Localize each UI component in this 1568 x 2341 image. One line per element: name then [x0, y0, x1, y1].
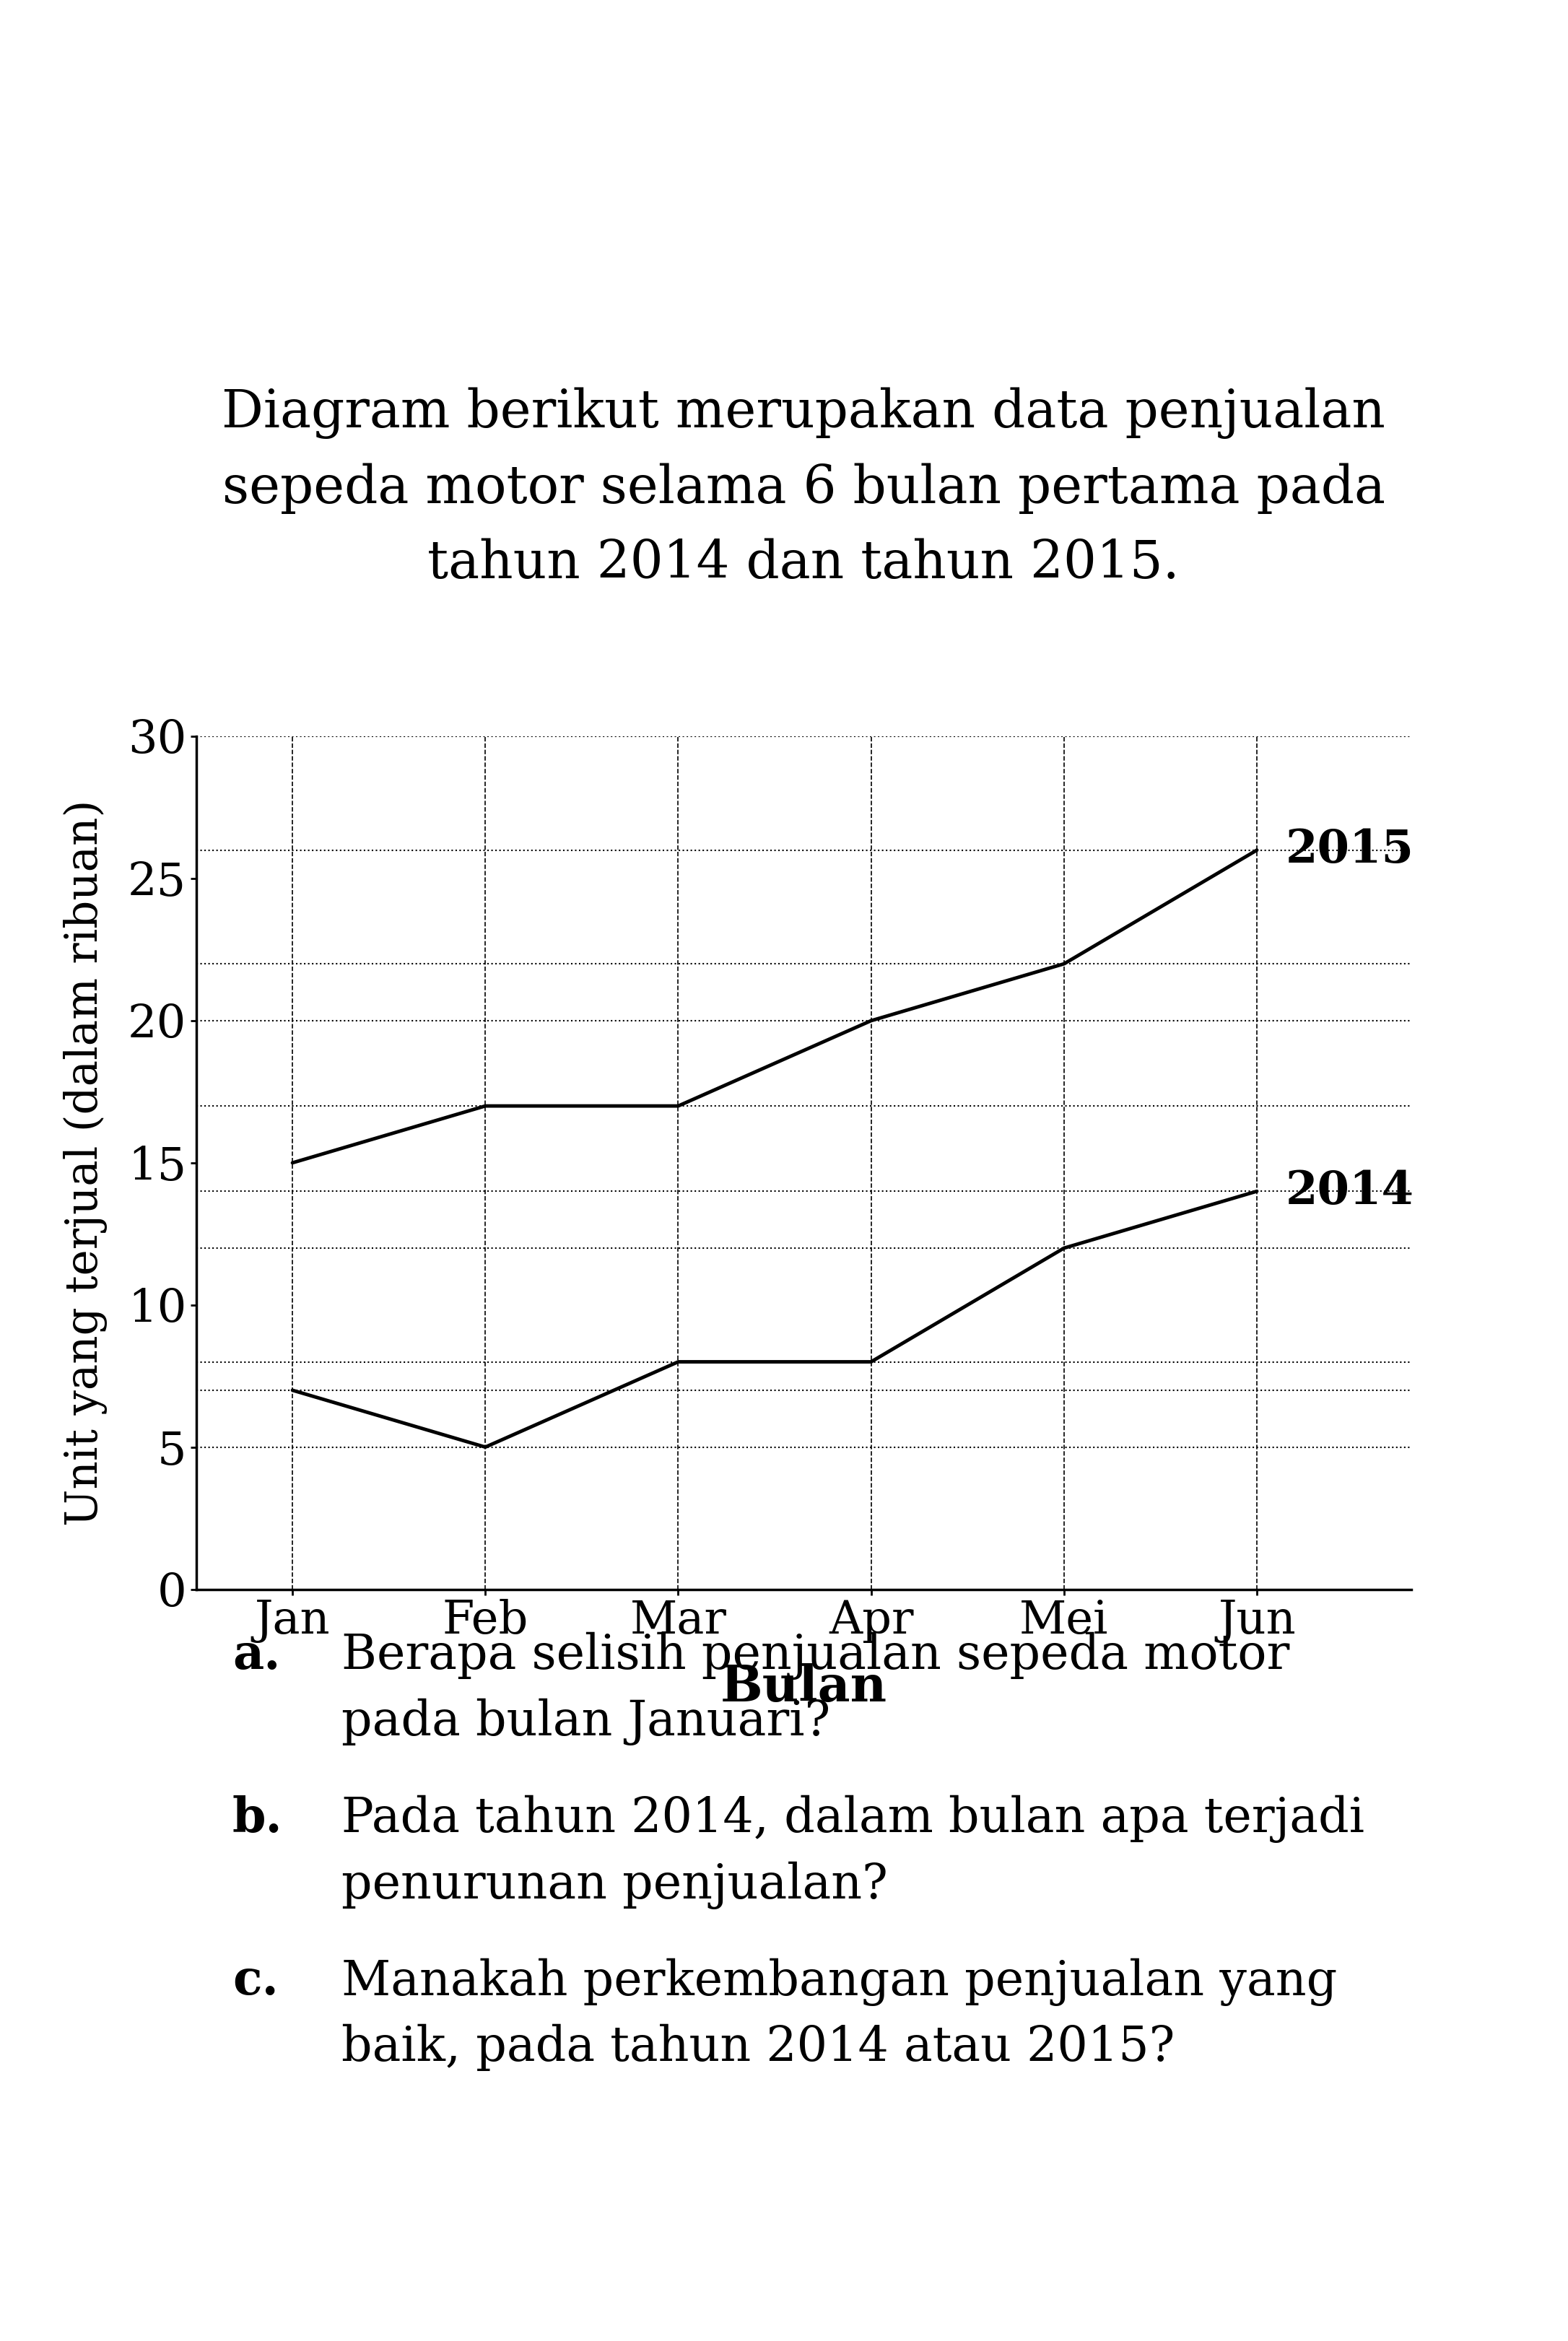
Text: Manakah perkembangan penjualan yang
baik, pada tahun 2014 atau 2015?: Manakah perkembangan penjualan yang baik…: [342, 1957, 1338, 2072]
Y-axis label: Unit yang terjual (dalam ribuan): Unit yang terjual (dalam ribuan): [64, 801, 108, 1526]
Text: 2015: 2015: [1286, 829, 1414, 873]
Text: 2014: 2014: [1286, 1168, 1414, 1213]
Text: c.: c.: [232, 1957, 279, 2004]
Text: b.: b.: [232, 1796, 282, 1842]
Text: Berapa selisih penjualan sepeda motor
pada bulan Januari?: Berapa selisih penjualan sepeda motor pa…: [342, 1632, 1290, 1746]
Text: Pada tahun 2014, dalam bulan apa terjadi
penurunan penjualan?: Pada tahun 2014, dalam bulan apa terjadi…: [342, 1796, 1364, 1910]
Text: Diagram berikut merupakan data penjualan
sepeda motor selama 6 bulan pertama pad: Diagram berikut merupakan data penjualan…: [221, 389, 1386, 590]
Text: a.: a.: [232, 1632, 281, 1678]
X-axis label: Bulan: Bulan: [720, 1662, 887, 1711]
